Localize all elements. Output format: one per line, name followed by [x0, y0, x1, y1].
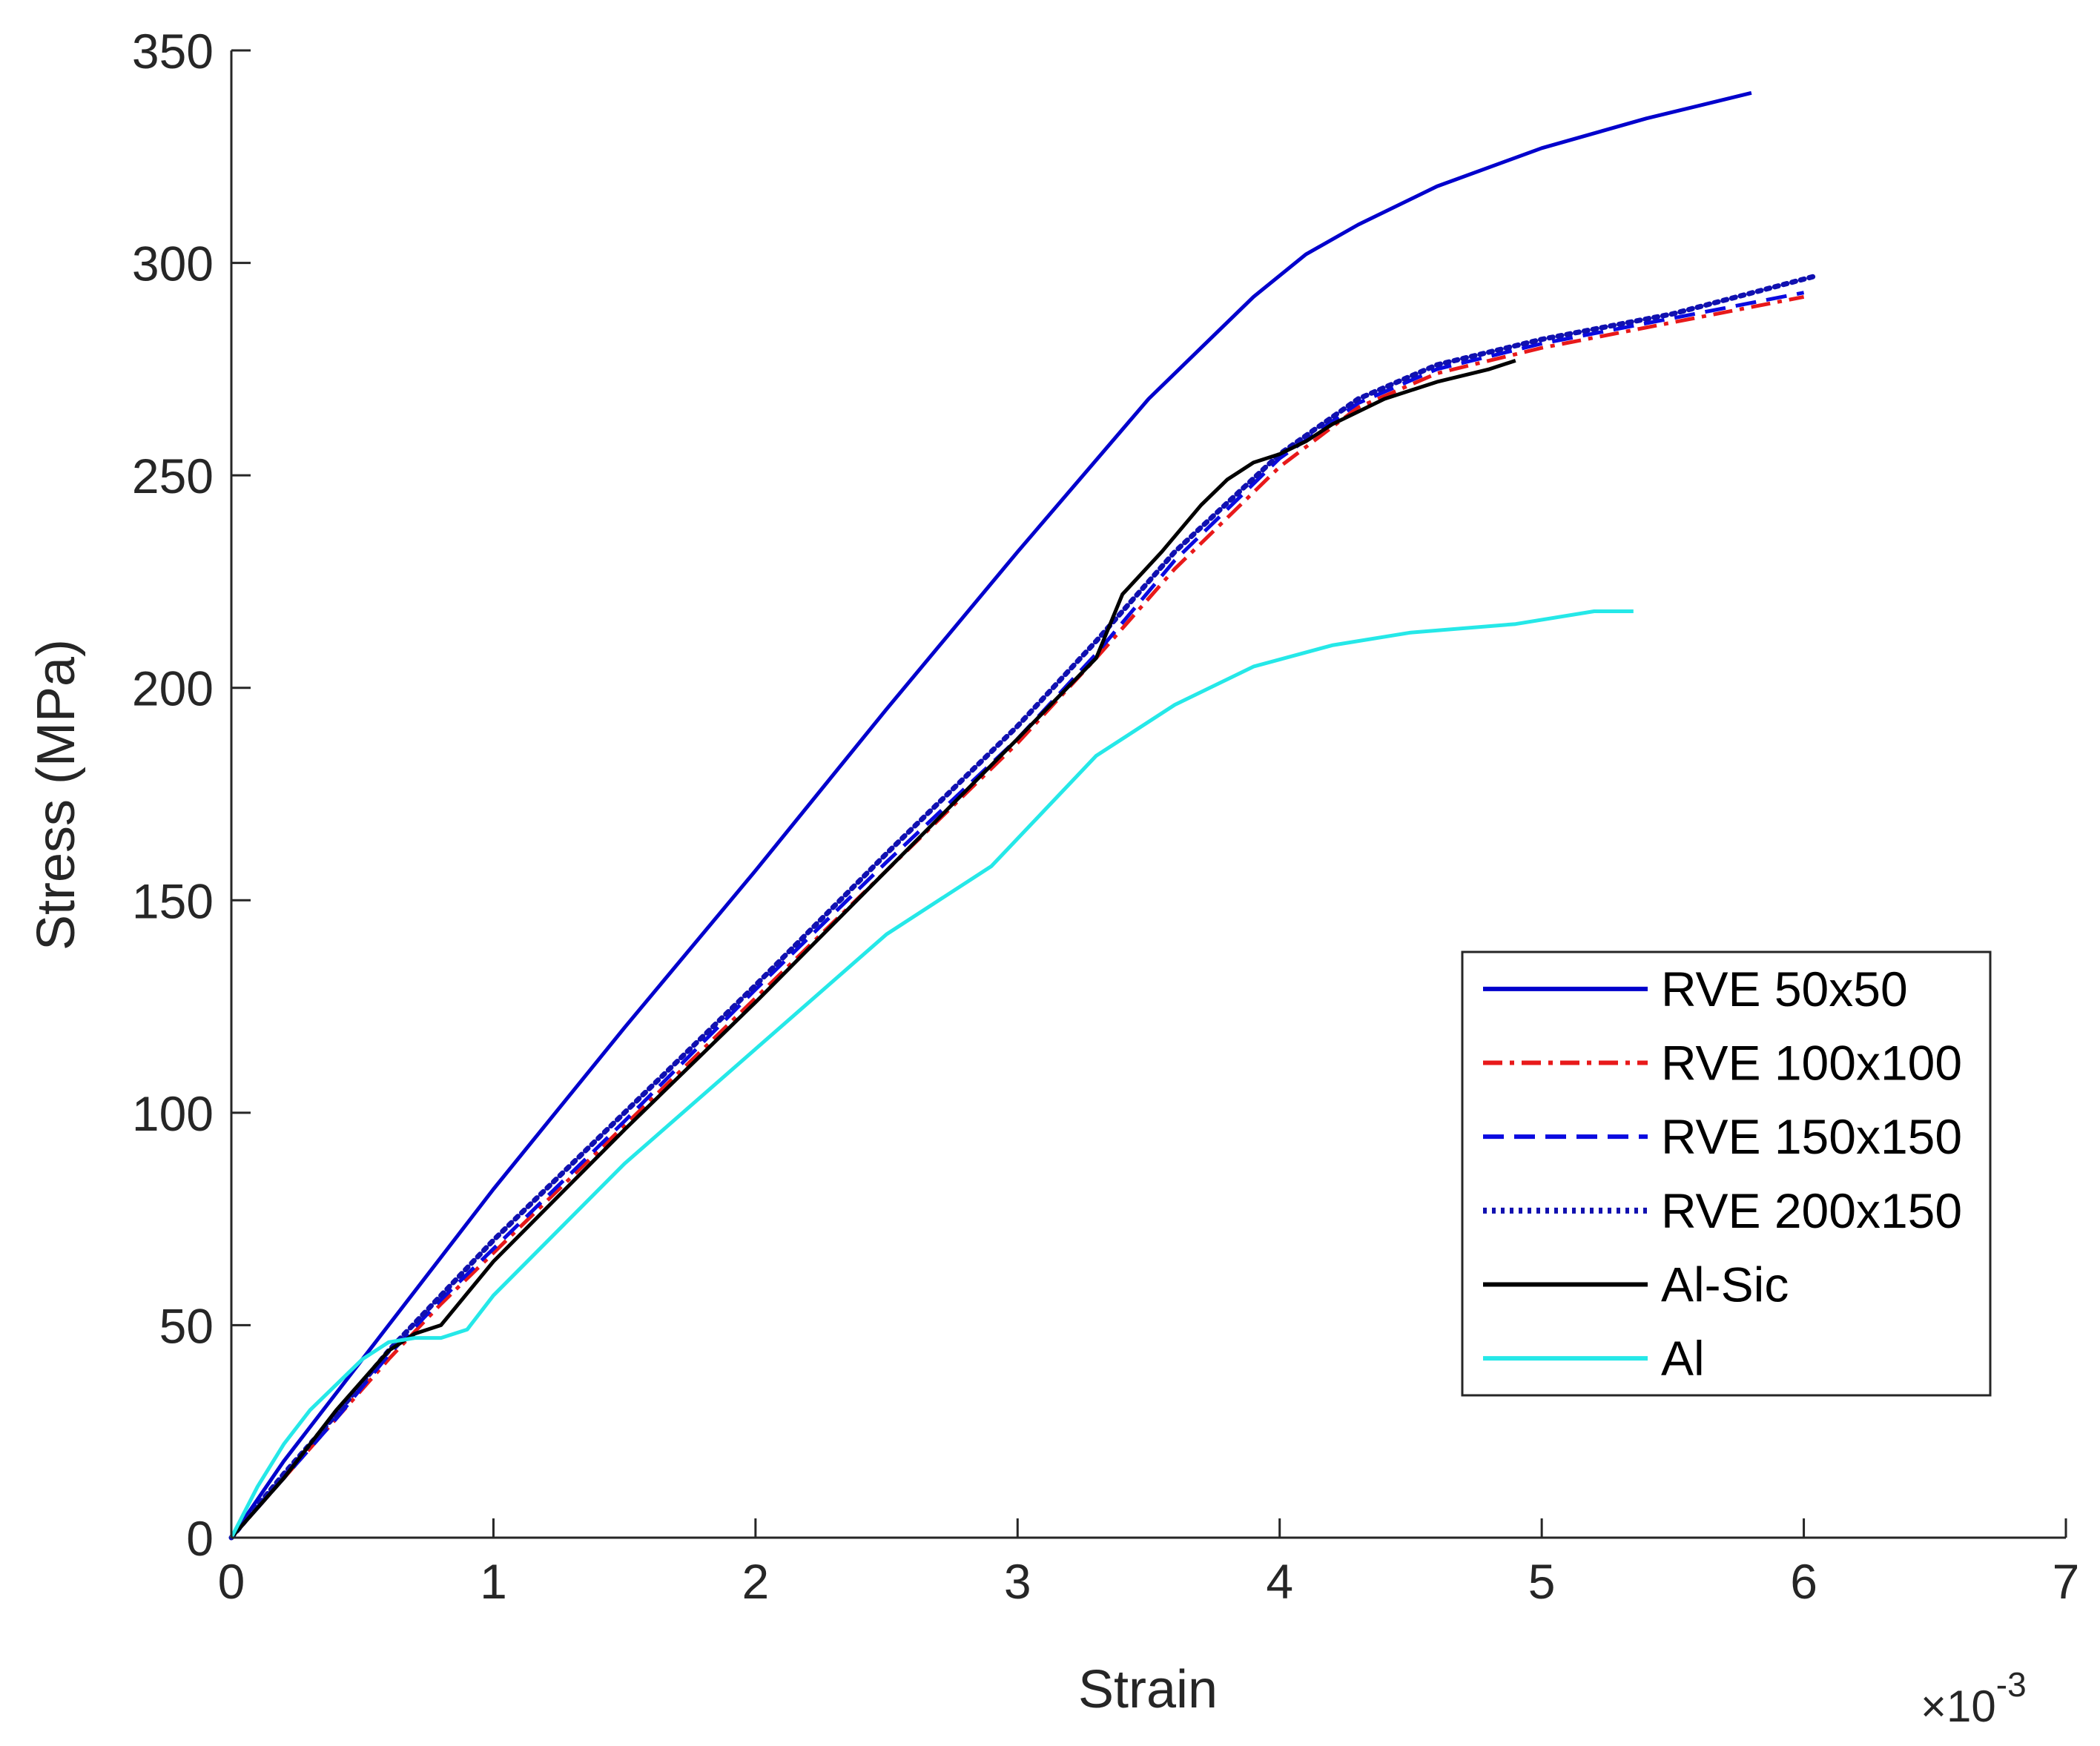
- legend-entry-label: RVE 100x100: [1661, 1036, 1962, 1091]
- x-tick-label: 5: [1528, 1554, 1556, 1609]
- y-axis-label: Stress (MPa): [27, 639, 86, 950]
- y-tick-label: 250: [132, 449, 214, 503]
- legend-box: [1461, 950, 1992, 1397]
- legend-entry-label: RVE 150x150: [1661, 1109, 1962, 1164]
- x-tick-label: 4: [1266, 1554, 1293, 1609]
- y-tick-label: 100: [132, 1086, 214, 1141]
- axes-box: [230, 50, 2066, 1539]
- x-axis-multiplier: ×10-3: [1921, 1665, 2027, 1731]
- x-tick-label: 7: [2053, 1554, 2080, 1609]
- y-tick-label: 350: [132, 24, 214, 79]
- x-axis-multiplier-base: ×10: [1921, 1681, 1996, 1731]
- x-tick-label: 0: [218, 1554, 245, 1609]
- x-tick-label: 3: [1004, 1554, 1031, 1609]
- series-line-al: [229, 609, 1634, 1539]
- series-line-rve-150x150: [230, 291, 1805, 1539]
- x-tick-label: 6: [1790, 1554, 1817, 1609]
- series-line-al-sic: [230, 359, 1516, 1539]
- legend-entry-label: RVE 200x150: [1661, 1183, 1962, 1238]
- legend-entry-label: Al: [1661, 1331, 1705, 1386]
- legend-entry-label: Al-Sic: [1661, 1257, 1789, 1312]
- x-axis-label: Strain: [1078, 1660, 1218, 1719]
- y-tick-label: 0: [186, 1511, 214, 1566]
- y-tick-label: 50: [159, 1298, 214, 1353]
- x-tick-label: 2: [742, 1554, 769, 1609]
- series-line-rve-50x50: [229, 90, 1752, 1539]
- legend-entry-label: RVE 50x50: [1661, 962, 1908, 1016]
- y-tick-label: 200: [132, 661, 214, 716]
- y-tick-label: 300: [132, 237, 214, 291]
- x-tick-label: 1: [480, 1554, 507, 1609]
- series-layer: [228, 90, 1820, 1541]
- x-axis-multiplier-exponent: -3: [1996, 1665, 2027, 1704]
- legend: RVE 50x50 RVE 100x100 RVE 150x150 RVE 200x1…: [1461, 950, 1992, 1397]
- series-line-rve-100x100: [230, 294, 1805, 1539]
- ticks-layer: 0 1 2 3 4 5 6 7 0 50 100 150 200 250 300 350: [132, 24, 2079, 1609]
- y-tick-label: 150: [132, 873, 214, 928]
